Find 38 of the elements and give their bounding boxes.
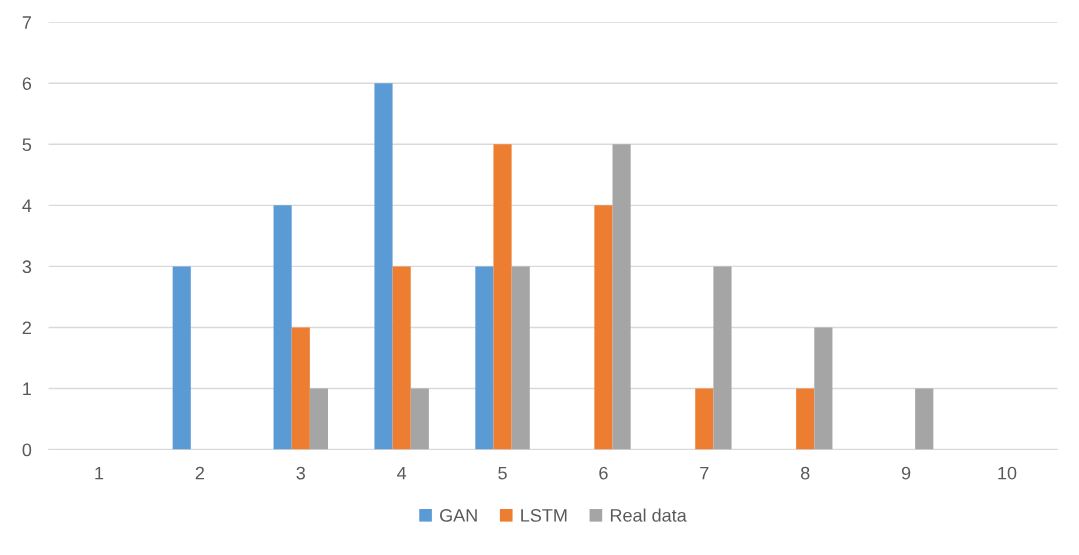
bar	[291, 327, 310, 450]
y-tick-label: 2	[22, 321, 31, 334]
y-tick-label: 6	[22, 77, 32, 90]
x-tick-label: 4	[397, 466, 407, 480]
bar	[814, 327, 833, 450]
y-tick-label: 7	[22, 16, 31, 29]
x-tick-label: 5	[498, 466, 507, 480]
legend-label: LSTM	[521, 509, 567, 522]
x-tick-label: 8	[800, 466, 810, 480]
x-tick-label: 10	[998, 466, 1017, 480]
bar	[392, 266, 411, 450]
x-tick-label: 3	[296, 466, 305, 480]
bar	[713, 266, 732, 450]
bar	[493, 144, 512, 450]
bar	[695, 388, 714, 450]
bar	[309, 388, 329, 450]
y-tick-label: 1	[23, 382, 32, 396]
bar	[511, 266, 530, 450]
bar	[915, 388, 934, 450]
bar	[475, 266, 494, 450]
y-tick-label: 5	[22, 138, 32, 152]
bar	[594, 205, 613, 450]
x-tick-label: 2	[195, 466, 204, 480]
bar	[410, 388, 429, 450]
bar	[374, 83, 393, 450]
x-tick-label: 7	[700, 466, 709, 480]
bar	[273, 205, 292, 450]
y-tick-label: 4	[22, 199, 32, 212]
legend-label: GAN	[440, 509, 477, 522]
y-tick-label: 0	[22, 443, 32, 457]
legend-label: Real data	[610, 508, 687, 522]
y-tick-label: 3	[22, 260, 32, 274]
bar	[612, 144, 631, 450]
x-tick-label: 1	[95, 466, 104, 480]
x-tick-label: 9	[901, 466, 911, 480]
x-tick-label: 6	[599, 466, 608, 480]
bar	[796, 388, 815, 450]
bar	[172, 266, 191, 450]
